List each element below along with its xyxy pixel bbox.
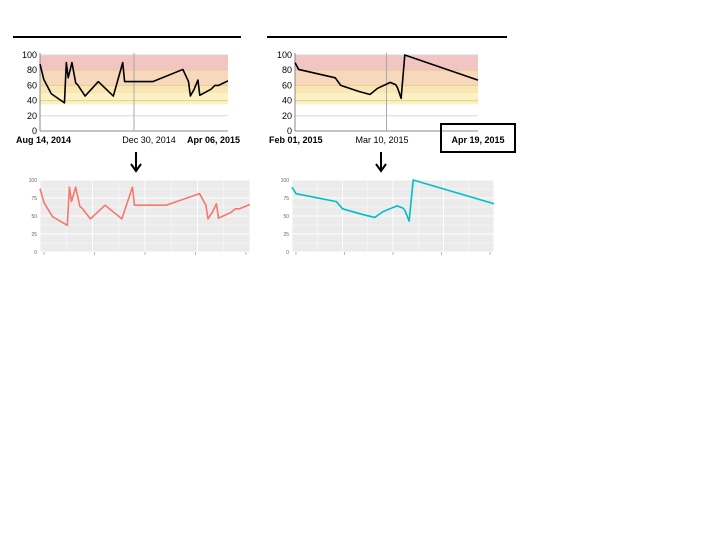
arrow-down-left-icon xyxy=(130,152,142,173)
y-tick-label: 80 xyxy=(27,65,37,75)
top-left-rule xyxy=(13,36,241,38)
arrow-down-right-icon xyxy=(375,152,387,173)
x-tick-label: Dec 30, 2014 xyxy=(122,135,176,145)
top-right-rule xyxy=(267,36,507,38)
y-tick-label: 50 xyxy=(31,214,37,220)
y-tick-label: 0 xyxy=(32,126,37,136)
series-line xyxy=(294,54,479,100)
y-tick-label: 100 xyxy=(281,178,290,184)
top-left-chart: 0 20 40 60 80 100 Aug 14, 2014 Dec 30, 2014 Apr … xyxy=(16,50,240,145)
bottom-left-chart: 0 25 50 75 100 xyxy=(29,178,251,256)
y-tick-label: 20 xyxy=(27,111,37,121)
y-tick-label: 75 xyxy=(31,196,37,202)
y-tick-label: 20 xyxy=(282,111,292,121)
y-tick-label: 0 xyxy=(286,250,289,256)
top-right-chart: 0 20 40 60 80 100 Feb 01, 2015 Mar 10, 2015 Apr … xyxy=(269,50,516,153)
series-line xyxy=(39,61,229,104)
y-tick-label: 40 xyxy=(27,96,37,106)
y-tick-label: 0 xyxy=(287,126,292,136)
y-tick-label: 100 xyxy=(22,50,37,60)
y-tick-label: 40 xyxy=(282,96,292,106)
x-tick-label: Feb 01, 2015 xyxy=(269,135,323,145)
y-tick-label: 50 xyxy=(283,214,289,220)
y-tick-label: 60 xyxy=(27,80,37,90)
x-tick-label: Apr 06, 2015 xyxy=(187,135,240,145)
y-tick-label: 60 xyxy=(282,80,292,90)
y-tick-label: 75 xyxy=(283,196,289,202)
x-tick-label: Aug 14, 2014 xyxy=(16,135,71,145)
y-tick-label: 80 xyxy=(282,65,292,75)
y-tick-label: 100 xyxy=(277,50,292,60)
series-line xyxy=(291,179,495,222)
series-line xyxy=(39,186,251,227)
x-tick-label: Mar 10, 2015 xyxy=(355,135,408,145)
y-tick-label: 25 xyxy=(283,232,289,238)
y-tick-label: 0 xyxy=(34,250,37,256)
bottom-right-chart: 0 25 50 75 100 xyxy=(281,178,495,256)
x-tick-label: Apr 19, 2015 xyxy=(451,135,504,145)
highlight-box xyxy=(440,123,516,153)
y-tick-label: 100 xyxy=(29,178,38,184)
y-tick-label: 25 xyxy=(31,232,37,238)
